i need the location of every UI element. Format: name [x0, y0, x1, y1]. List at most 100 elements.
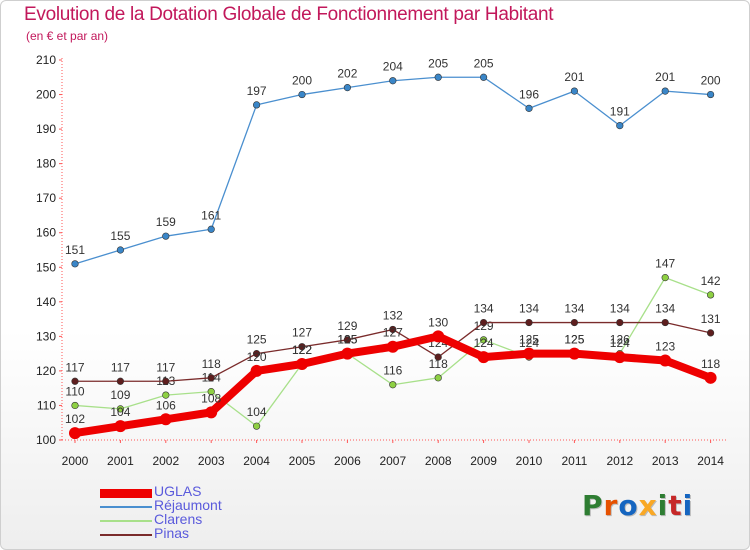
data-label: 117 [65, 360, 84, 374]
data-point [613, 351, 626, 364]
x-tick-label: 2001 [107, 454, 134, 468]
data-label: 201 [564, 70, 584, 84]
data-label: 125 [247, 333, 267, 347]
data-label: 118 [429, 357, 448, 371]
data-label: 201 [655, 70, 675, 84]
legend-swatch [100, 520, 152, 522]
data-point [207, 388, 215, 396]
data-point [386, 340, 399, 353]
data-label: 118 [202, 357, 221, 371]
x-tick-label: 2011 [561, 454, 587, 468]
y-tick-label: 210 [36, 53, 56, 67]
data-point [250, 364, 263, 377]
data-label: 132 [383, 308, 403, 322]
legend-label: Clarens [154, 511, 203, 527]
data-point [480, 73, 488, 81]
data-point [480, 336, 488, 344]
x-tick-label: 2004 [243, 454, 270, 468]
data-label: 110 [65, 384, 84, 398]
data-point [343, 84, 352, 92]
logo-letter: x [638, 489, 658, 522]
data-point [253, 350, 261, 358]
data-label: 125 [564, 333, 584, 347]
y-tick-label: 190 [36, 122, 56, 136]
data-point [341, 347, 354, 360]
data-label: 127 [292, 326, 312, 340]
data-label: 124 [519, 336, 539, 350]
data-point [298, 343, 306, 351]
data-label: 147 [655, 257, 675, 271]
y-tick-label: 130 [36, 329, 56, 343]
data-label: 134 [474, 302, 494, 316]
data-point [434, 73, 442, 81]
data-point [480, 318, 488, 327]
x-tick-label: 2003 [198, 454, 225, 468]
data-label: 117 [111, 360, 130, 374]
legend-item: Pinas [100, 525, 300, 542]
data-label: 155 [110, 229, 130, 243]
data-point [434, 353, 442, 361]
chart-legend: UGLAS Réjaumont Clarens Pinas [100, 483, 300, 542]
logo-letter: t [668, 489, 683, 522]
logo-letter: i [657, 489, 669, 522]
data-label: 127 [383, 326, 403, 340]
data-point [434, 374, 442, 382]
legend-swatch [100, 506, 152, 508]
x-tick-label: 2010 [516, 454, 543, 468]
x-tick-label: 2012 [606, 454, 633, 468]
data-label: 200 [292, 74, 312, 88]
data-label: 134 [519, 302, 539, 316]
data-point [568, 347, 581, 360]
data-label: 117 [156, 360, 175, 374]
data-point [706, 329, 715, 337]
y-tick-label: 110 [37, 398, 56, 412]
x-tick-label: 2014 [697, 454, 724, 468]
data-point [523, 347, 535, 360]
data-label: 205 [428, 56, 448, 70]
data-label: 120 [247, 350, 267, 364]
data-point [71, 401, 79, 410]
data-point [389, 381, 397, 389]
data-point [71, 377, 79, 385]
data-label: 134 [564, 302, 584, 316]
data-point [296, 358, 308, 370]
data-point [71, 260, 79, 268]
data-point [205, 406, 218, 419]
data-label: 118 [701, 357, 720, 371]
data-label: 104 [247, 405, 267, 419]
x-tick-label: 2008 [425, 454, 452, 468]
data-label: 131 [701, 312, 721, 326]
data-label: 124 [610, 336, 630, 350]
data-point [661, 87, 669, 95]
data-point [162, 232, 170, 240]
y-tick-label: 140 [36, 295, 56, 309]
data-label: 122 [292, 343, 312, 357]
y-tick-label: 160 [36, 226, 56, 240]
data-label: 202 [337, 67, 357, 81]
data-label: 125 [564, 333, 584, 347]
data-point [114, 420, 127, 433]
data-point [162, 391, 170, 399]
data-label: 204 [383, 60, 403, 74]
data-point [116, 246, 124, 254]
y-tick-label: 180 [36, 157, 56, 171]
data-label: 102 [65, 412, 85, 426]
x-tick-label: 2002 [152, 454, 179, 468]
y-tick-label: 120 [36, 364, 56, 378]
data-point [389, 77, 397, 85]
data-label: 108 [201, 391, 221, 405]
data-point [525, 318, 533, 327]
data-point [616, 318, 624, 327]
data-label: 104 [110, 405, 130, 419]
data-label: 116 [383, 364, 402, 378]
x-tick-label: 2000 [62, 454, 89, 468]
logo-letter: i [682, 489, 694, 522]
data-label: 161 [201, 208, 221, 222]
y-tick-label: 170 [36, 191, 56, 205]
chart-subtitle: (en € et par an) [26, 29, 109, 43]
data-point [69, 427, 81, 440]
data-label: 125 [337, 333, 357, 347]
data-point [162, 377, 170, 385]
legend-item: UGLAS [100, 483, 300, 500]
